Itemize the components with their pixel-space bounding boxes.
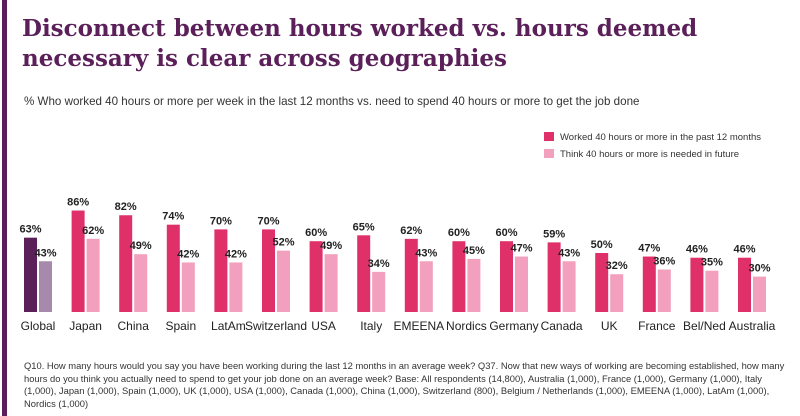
data-label: 46% xyxy=(686,244,708,256)
legend-label-worked: Worked 40 hours or more in the past 12 m… xyxy=(560,132,761,143)
x-tick-label: UK xyxy=(601,319,618,333)
data-label: 82% xyxy=(115,201,137,213)
bar-worked-latam xyxy=(214,229,228,312)
x-tick-label: EMEENA xyxy=(393,319,444,333)
bar-worked-china xyxy=(119,215,133,312)
data-label: 74% xyxy=(162,211,184,223)
data-label: 86% xyxy=(67,197,89,209)
bar-worked-spain xyxy=(166,224,180,312)
x-tick-label: Australia xyxy=(729,319,776,333)
bar-think-usa xyxy=(324,254,338,312)
bar-think-japan xyxy=(86,238,100,312)
bar-think-italy xyxy=(372,271,386,312)
bar-think-uk xyxy=(610,274,624,312)
x-tick-label: France xyxy=(638,319,676,333)
data-label: 60% xyxy=(305,227,327,239)
data-label: 43% xyxy=(34,247,56,259)
chart-subtitle: % Who worked 40 hours or more per week i… xyxy=(24,95,640,108)
legend: Worked 40 hours or more in the past 12 m… xyxy=(544,132,761,160)
bar-worked-japan xyxy=(71,210,85,312)
x-tick-label: Canada xyxy=(541,319,583,333)
chart-title: Disconnect between hours worked vs. hour… xyxy=(22,15,698,72)
data-label: 36% xyxy=(653,256,675,268)
bar-think-china xyxy=(134,254,148,312)
x-tick-label: Italy xyxy=(360,319,382,333)
x-tick-label: China xyxy=(118,319,150,333)
data-label: 49% xyxy=(130,240,152,252)
data-label: 70% xyxy=(210,215,232,227)
data-label: 42% xyxy=(177,248,199,260)
bar-think-germany xyxy=(515,256,528,312)
bar-think-switzerland xyxy=(277,250,290,312)
x-tick-label: Global xyxy=(21,319,56,333)
bar-worked-bel-ned xyxy=(690,257,704,312)
data-label: 47% xyxy=(638,243,660,255)
data-label: 45% xyxy=(463,245,485,257)
bar-worked-nordics xyxy=(452,241,466,312)
bar-worked-global xyxy=(24,237,37,312)
data-label: 50% xyxy=(591,239,613,251)
bar-think-canada xyxy=(562,261,576,312)
bar-worked-emeena xyxy=(404,238,418,312)
bar-chart: 63% 43% Global 86% 62% Japan 82% 49% China 74% 42%… xyxy=(19,132,776,333)
bar-worked-usa xyxy=(309,241,323,312)
x-tick-label: Japan xyxy=(69,319,102,333)
bar-worked-canada xyxy=(547,242,561,312)
data-label: 70% xyxy=(257,215,279,227)
bar-think-latam xyxy=(229,262,243,312)
legend-label-think: Think 40 hours or more is needed in futu… xyxy=(560,149,739,160)
legend-swatch-think xyxy=(544,149,554,158)
data-label: 32% xyxy=(606,260,628,272)
bar-think-nordics xyxy=(467,258,481,312)
footnote: Q10. How many hours would you say you ha… xyxy=(24,360,785,409)
data-label: 42% xyxy=(225,248,247,260)
bar-worked-switzerland xyxy=(262,229,275,312)
data-label: 30% xyxy=(748,263,770,275)
bar-think-france xyxy=(657,269,671,312)
data-label: 46% xyxy=(733,244,755,256)
left-accent-rule xyxy=(2,0,7,416)
bar-think-australia xyxy=(753,276,766,312)
x-tick-label: LatAm xyxy=(211,319,246,333)
legend-swatch-worked xyxy=(544,132,554,141)
x-tick-label: Nordics xyxy=(446,319,487,333)
x-tick-label: USA xyxy=(311,319,336,333)
bar-think-spain xyxy=(181,262,195,312)
data-label: 49% xyxy=(320,240,342,252)
x-tick-label: Switzerland xyxy=(245,319,307,333)
x-tick-label: Germany xyxy=(489,319,538,333)
x-tick-label: Bel/Ned xyxy=(683,319,726,333)
bar-worked-germany xyxy=(500,241,513,312)
data-label: 62% xyxy=(400,225,422,237)
data-label: 35% xyxy=(701,257,723,269)
data-label: 43% xyxy=(415,247,437,259)
bar-think-bel-ned xyxy=(705,270,719,312)
data-label: 63% xyxy=(19,224,41,236)
data-label: 47% xyxy=(510,243,532,255)
data-label: 65% xyxy=(353,221,375,233)
data-label: 34% xyxy=(368,258,390,270)
bars-layer: 63% 43% Global 86% 62% Japan 82% 49% China 74% 42%… xyxy=(19,197,775,333)
data-label: 60% xyxy=(495,227,517,239)
bar-worked-uk xyxy=(595,253,609,312)
bar-think-emeena xyxy=(419,261,433,312)
data-label: 43% xyxy=(558,247,580,259)
bar-worked-italy xyxy=(357,235,371,312)
data-label: 62% xyxy=(82,225,104,237)
bar-think-global xyxy=(39,261,52,312)
bar-worked-australia xyxy=(738,257,751,312)
data-label: 59% xyxy=(543,228,565,240)
x-tick-label: Spain xyxy=(165,319,196,333)
bar-worked-france xyxy=(642,256,656,312)
data-label: 52% xyxy=(272,237,294,249)
data-label: 60% xyxy=(448,227,470,239)
